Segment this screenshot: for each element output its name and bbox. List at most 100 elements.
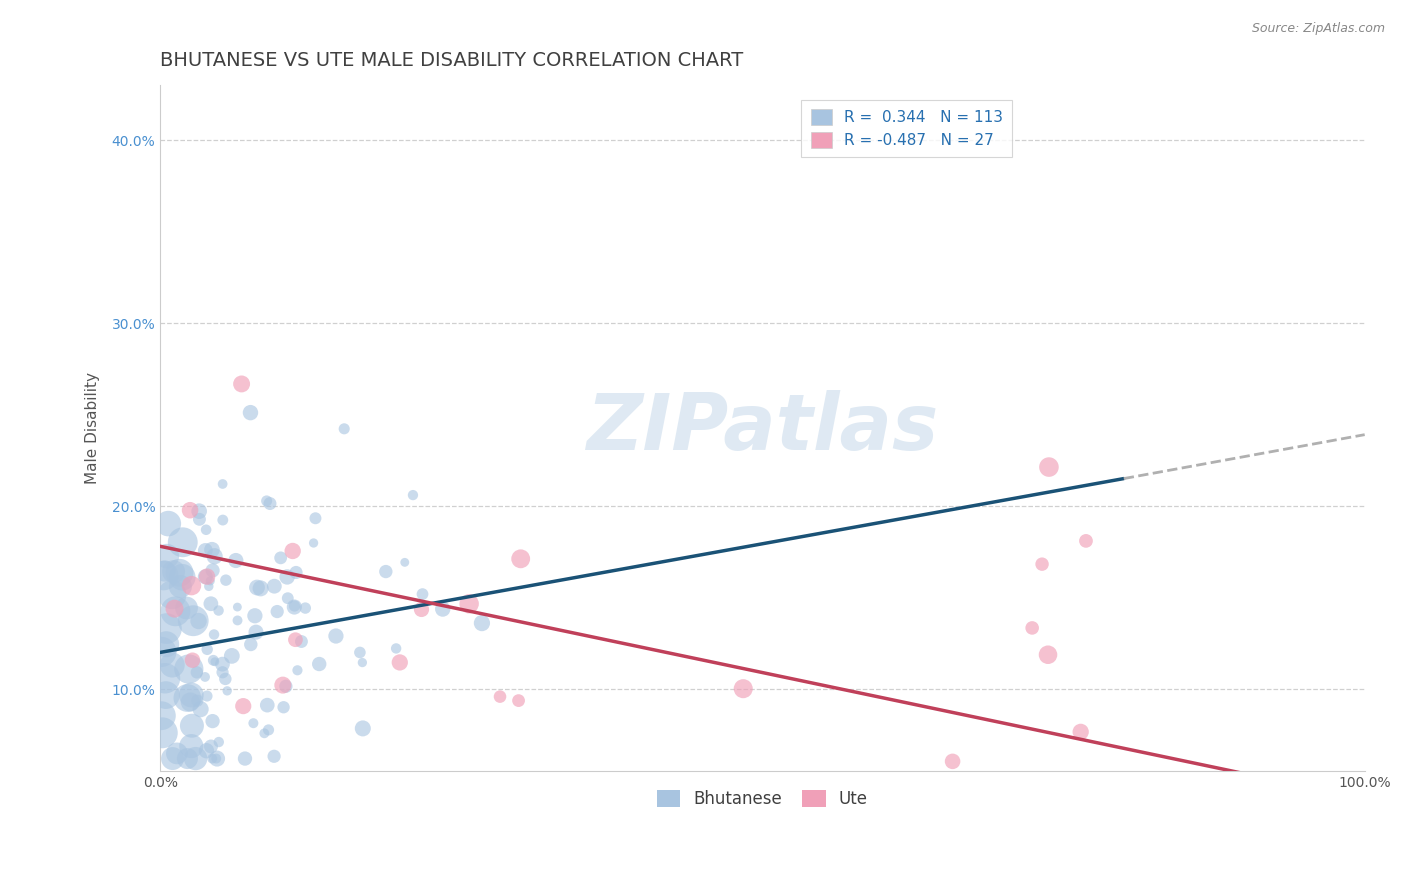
Point [225,553,247,567]
Point [177,662,200,676]
Point [165,604,187,618]
Point [202,653,225,667]
Point [1070,724,1092,739]
Point [411,602,433,616]
Point [263,579,285,593]
Point [187,614,209,628]
Point [211,477,233,491]
Point [150,708,173,723]
Point [388,656,411,670]
Point [273,700,295,714]
Point [204,549,226,564]
Point [1038,460,1060,475]
Point [205,751,228,765]
Point [239,638,262,652]
Point [432,602,454,616]
Point [181,653,204,667]
Point [162,565,184,579]
Point [253,726,276,740]
Point [179,503,201,517]
Point [333,422,356,436]
Point [290,634,312,648]
Point [153,671,176,685]
Point [176,690,198,705]
Point [1021,621,1043,635]
Point [249,582,271,596]
Point [285,566,308,580]
Point [308,657,330,671]
Point [274,679,297,693]
Point [176,601,198,615]
Point [284,632,307,647]
Point [508,693,530,707]
Point [201,542,224,557]
Point [180,739,202,753]
Point [160,658,183,673]
Point [245,625,267,640]
Point [1036,648,1059,662]
Point [172,535,194,549]
Point [942,755,965,769]
Point [266,605,288,619]
Point [156,549,179,563]
Point [233,751,256,765]
Y-axis label: Male Disability: Male Disability [86,372,100,484]
Point [204,655,226,669]
Point [215,573,238,587]
Point [180,579,202,593]
Point [155,622,177,636]
Point [349,645,371,659]
Point [325,629,347,643]
Point [184,751,207,765]
Point [169,579,191,593]
Point [188,512,211,526]
Point [217,684,239,698]
Point [1059,792,1081,806]
Point [1031,557,1053,571]
Point [198,579,221,593]
Point [374,565,396,579]
Text: BHUTANESE VS UTE MALE DISABILITY CORRELATION CHART: BHUTANESE VS UTE MALE DISABILITY CORRELA… [160,51,744,70]
Point [201,564,224,578]
Point [458,597,481,611]
Point [271,678,294,692]
Point [385,641,408,656]
Point [402,488,425,502]
Point [352,656,374,670]
Point [162,751,184,765]
Text: Source: ZipAtlas.com: Source: ZipAtlas.com [1251,22,1385,36]
Point [489,690,512,704]
Text: ZIPatlas: ZIPatlas [586,391,939,467]
Point [176,751,198,765]
Point [195,523,218,537]
Point [256,698,278,713]
Point [194,670,217,684]
Point [283,599,305,613]
Point [257,723,280,737]
Point [181,614,204,628]
Point [190,702,212,716]
Point [509,551,531,566]
Point [194,543,217,558]
Point [179,695,201,709]
Point [232,699,254,714]
Point [259,497,281,511]
Point [160,588,183,602]
Point [243,608,266,623]
Point [394,555,416,569]
Point [186,694,208,708]
Point [591,792,613,806]
Point [304,511,326,525]
Point [201,714,224,728]
Point [287,663,309,677]
Point [270,550,292,565]
Point [471,616,494,631]
Point [214,672,236,686]
Point [1032,792,1054,806]
Point [194,570,217,584]
Point [200,597,222,611]
Point [200,739,222,754]
Point [153,564,176,578]
Point [181,719,204,733]
Point [211,665,233,680]
